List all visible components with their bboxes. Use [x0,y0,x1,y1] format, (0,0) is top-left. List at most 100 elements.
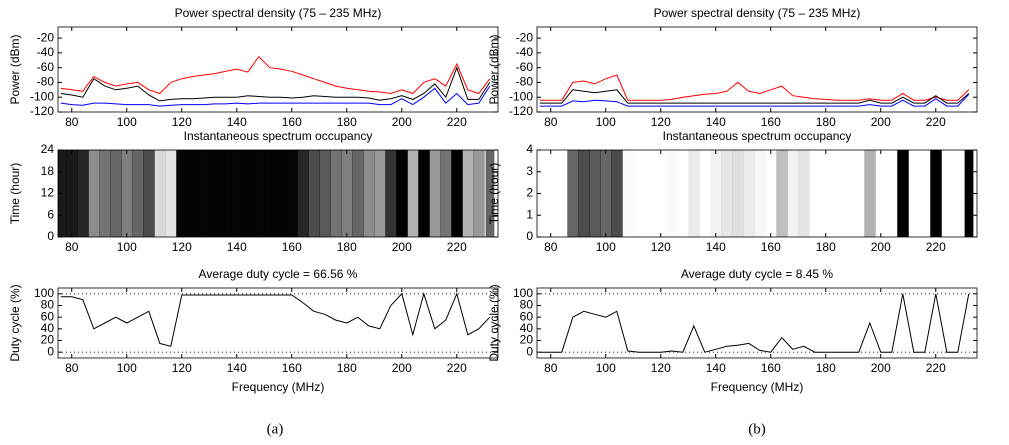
occupancy-stripe [941,150,953,237]
occupancy-stripe [633,150,645,237]
x-tick-label: 140 [227,361,247,375]
axes-frame [57,287,499,359]
y-tick-label: 12 [41,186,55,200]
x-tick-label: 180 [337,115,357,129]
y-axis-label: Power (dBm) [487,34,501,104]
y-tick-label: 40 [41,321,55,335]
x-tick-label: 200 [871,361,891,375]
y-tick-label: 20 [41,333,55,347]
x-tick-label: 220 [447,361,467,375]
x-tick-label: 160 [761,240,781,254]
occupancy-stripe [930,150,942,237]
plot-area [537,293,977,353]
x-tick-label: 120 [651,361,671,375]
x-tick-label: 120 [651,240,671,254]
y-tick-label: 100 [34,286,54,300]
y-tick-label: 60 [41,309,55,323]
x-tick-label: 120 [172,240,192,254]
occupancy-stripe [842,150,854,237]
occupancy-stripe [319,150,331,237]
occupancy-stripe [485,150,495,237]
series-line [539,293,970,353]
y-tick-label: 1 [526,207,533,221]
x-tick-label: 100 [117,361,137,375]
y-tick-label: 2 [526,186,533,200]
x-tick-label: 220 [926,361,946,375]
x-tick-label: 220 [447,240,467,254]
panel-label: (b) [748,421,766,437]
y-tick-label: 20 [520,333,534,347]
y-tick-label: 0 [47,344,54,358]
x-tick-label: 220 [447,115,467,129]
series-line [539,93,970,107]
y-tick-label: 100 [513,286,533,300]
occupancy-stripe [385,150,397,237]
x-tick-label: 180 [337,240,357,254]
x-tick-label: 80 [544,115,558,129]
occupancy-stripe [765,150,777,237]
x-tick-label: 80 [65,361,79,375]
x-tick-label: 100 [117,240,137,254]
x-tick-label: 140 [706,240,726,254]
axes-frame [57,26,499,113]
occupancy-stripe [952,150,964,237]
occupancy-stripe [352,150,364,237]
occupancy-stripe [440,150,452,237]
occupancy-stripe [341,150,353,237]
occupancy-stripe [776,150,788,237]
occupancy-stripe [220,150,232,237]
occupancy-stripe [754,150,766,237]
occupancy-stripe [644,150,656,237]
x-tick-label: 200 [871,240,891,254]
x-tick-label: 80 [65,240,79,254]
occupancy-stripe [622,150,634,237]
series-line [60,292,491,347]
x-tick-label: 80 [65,115,79,129]
y-tick-label: -80 [37,75,55,89]
occupancy-stripe [209,150,221,237]
occupancy-stripe [743,150,755,237]
x-axis-label: Frequency (MHz) [232,380,325,394]
panel-label: (a) [267,421,284,437]
occupancy-stripe [429,150,441,237]
y-tick-label: -20 [37,30,55,44]
occupancy-stripe [688,150,700,237]
y-axis-label: Duty cycle (%) [8,284,22,361]
occupancy-stripe [407,150,419,237]
occupancy-stripe [567,150,579,237]
plot-area [60,55,491,107]
chart-title: Average duty cycle = 66.56 % [199,267,358,281]
x-tick-label: 140 [706,115,726,129]
occupancy-stripe [58,150,67,237]
x-tick-label: 180 [816,115,836,129]
x-tick-label: 120 [651,115,671,129]
occupancy-stripe [655,150,667,237]
series-line [60,55,491,95]
occupancy-stripe [578,150,590,237]
y-axis-label: Time (hour) [8,163,22,225]
chart-title: Power spectral density (75 – 235 MHz) [654,6,861,20]
y-tick-label: 0 [526,229,533,243]
occupancy-stripe [110,150,122,237]
axes-frame [536,287,978,359]
x-tick-label: 200 [392,361,412,375]
axes-frame [536,26,978,113]
occupancy-stripe [66,150,78,237]
plot-area [58,292,498,353]
x-tick-label: 140 [706,361,726,375]
occupancy-stripe [77,150,89,237]
x-tick-label: 120 [172,115,192,129]
occupancy-stripe [154,150,166,237]
occupancy-stripe [165,150,177,237]
occupancy-stripe [666,150,678,237]
occupancy-stripe [831,150,843,237]
y-tick-label: -40 [516,45,534,59]
plot-area [567,150,974,237]
occupancy-stripe [589,150,601,237]
occupancy-stripe [853,150,865,237]
chart-title: Instantaneous spectrum occupancy [184,129,373,143]
x-tick-label: 100 [596,115,616,129]
occupancy-stripe [875,150,887,237]
occupancy-stripe [418,150,430,237]
